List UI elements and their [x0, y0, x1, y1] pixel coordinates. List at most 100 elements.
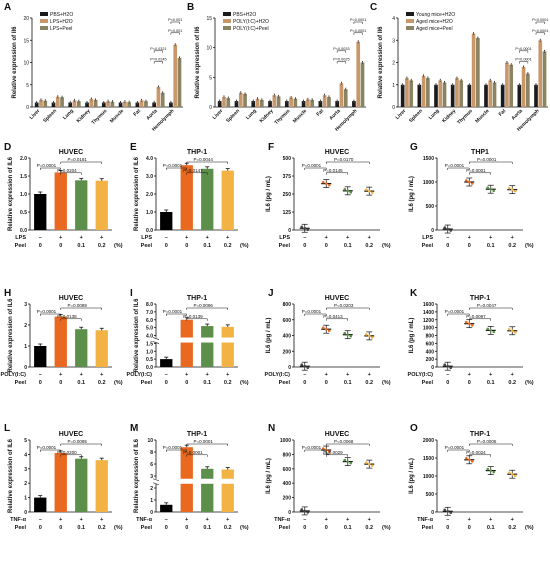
stim-tick-I: + [226, 372, 229, 378]
stim-tick-K: + [489, 372, 492, 378]
panel-title-J: HUVEC [325, 295, 350, 302]
stim-tick-E: + [206, 235, 209, 241]
legend-label-B: POLY(I:C)+Peel [233, 26, 269, 32]
sig-label-I: P=0.0001 [163, 309, 183, 314]
x-tick-label-C: Muscle [474, 108, 490, 124]
percent-unit-N: (%) [382, 525, 391, 531]
data-point-B [261, 100, 263, 102]
stim-tick-D: – [39, 235, 42, 241]
bar-C-0 [434, 84, 438, 107]
bar-A-1 [173, 44, 178, 107]
bar-C-0 [467, 84, 472, 107]
bar-L-2 [75, 458, 88, 512]
data-point-J [370, 336, 374, 339]
y-tick-label-A: 5 [26, 83, 29, 89]
y-axis-title-M: Relative expression of IL6 [134, 438, 140, 513]
sig-label-F: P=0.0145 [323, 168, 343, 173]
data-point-J [306, 366, 310, 370]
sig-label-A: P=0.0245 [150, 58, 166, 62]
y-tick-label-I: 8.0 [146, 302, 153, 308]
peel-tick-E: 0 [185, 243, 188, 249]
y-axis-title-J: IL6 (pg / mL) [266, 318, 272, 354]
bar-L-3 [95, 460, 108, 512]
data-point-C [402, 85, 404, 87]
bar-B-2 [327, 96, 331, 107]
stim-tick-L: + [100, 517, 103, 523]
bar-B-1 [356, 41, 361, 107]
stim-tick-H: – [39, 372, 42, 378]
data-point-N [364, 461, 368, 464]
peel-tick-H: 0.1 [77, 380, 85, 386]
data-point-B [294, 99, 296, 101]
y-tick-label-M: 10 [147, 438, 153, 444]
data-point-G [489, 187, 493, 191]
bar-H-3 [95, 330, 108, 367]
data-point-A [78, 101, 80, 103]
y-tick-label-K: 600 [426, 341, 435, 347]
peel-tick-I: 0.2 [224, 380, 232, 386]
y-tick-label-M: 8 [150, 450, 153, 456]
stim-row-label-J: POLY(I:C) [265, 372, 291, 378]
y-tick-label-M: 3 [150, 474, 153, 480]
percent-unit-M: (%) [240, 525, 249, 531]
data-point-G [513, 189, 517, 193]
peel-tick-L: 0 [59, 525, 62, 531]
data-point-A [145, 101, 147, 103]
y-tick-label-L: 0 [24, 510, 27, 516]
bar-A-1 [72, 100, 77, 107]
data-point-F [303, 226, 307, 230]
bar-B-1 [289, 97, 293, 107]
data-point-B [244, 94, 246, 96]
data-point-O [507, 471, 511, 475]
data-point-F [324, 182, 328, 185]
legend-label-A: PBS+H2O [50, 12, 73, 18]
y-tick-label-J: 200 [283, 349, 292, 355]
peel-tick-I: 0.1 [203, 380, 211, 386]
axis-break-I [153, 337, 238, 343]
y-tick-label-H: 3 [24, 302, 27, 308]
data-point-K [492, 330, 496, 334]
axis-break-mark-I [152, 341, 160, 344]
peel-tick-K: 0.1 [487, 380, 495, 386]
data-point-A [157, 87, 160, 89]
y-axis-title-A: Relative expression of Il6 [12, 26, 18, 99]
peel-row-label-I: Peel [141, 380, 153, 386]
peel-tick-L: 0.1 [77, 525, 85, 531]
data-point-A [170, 102, 172, 105]
y-tick-label-E: 0.0 [146, 228, 153, 234]
data-point-C [518, 85, 520, 87]
legend-swatch-C [406, 26, 414, 30]
panel-letter-k: K [410, 288, 418, 299]
sig-label-H: P=0.0001 [37, 309, 57, 314]
axis-break-M [153, 478, 238, 484]
legend-swatch-B [223, 12, 231, 16]
bar-B-2 [276, 96, 281, 107]
bar-B-2 [293, 98, 298, 107]
sig-label-N: P=0.0029 [323, 450, 343, 455]
stim-tick-N: + [346, 517, 349, 523]
peel-row-label-M: Peel [141, 525, 153, 531]
bar-M-3 [221, 469, 234, 512]
bar-B-1 [322, 95, 327, 107]
legend-swatch-A [40, 26, 48, 30]
peel-row-label-E: Peel [141, 243, 153, 249]
bar-B-2 [360, 62, 365, 107]
data-point-J [327, 329, 331, 333]
y-tick-label-I: 0.0 [146, 365, 153, 371]
sig-label-J: P=0.0001 [302, 309, 322, 314]
y-tick-label-F: 125 [283, 210, 292, 216]
stim-tick-J: + [368, 372, 371, 378]
data-point-C [523, 67, 525, 69]
y-tick-label-B: 15 [206, 16, 212, 22]
x-tick-label-A: Fat [132, 108, 142, 118]
data-point-J [367, 334, 371, 338]
bar-A-0 [101, 102, 106, 107]
sig-label-G: P=0.0001 [477, 157, 497, 162]
peel-tick-M: 0.2 [224, 525, 232, 531]
stim-tick-O: + [511, 517, 514, 523]
data-point-G [443, 226, 447, 229]
peel-tick-H: 0 [59, 380, 62, 386]
bar-M-2 [201, 468, 214, 512]
data-point-C [527, 74, 529, 76]
bar-B-0 [268, 101, 272, 107]
